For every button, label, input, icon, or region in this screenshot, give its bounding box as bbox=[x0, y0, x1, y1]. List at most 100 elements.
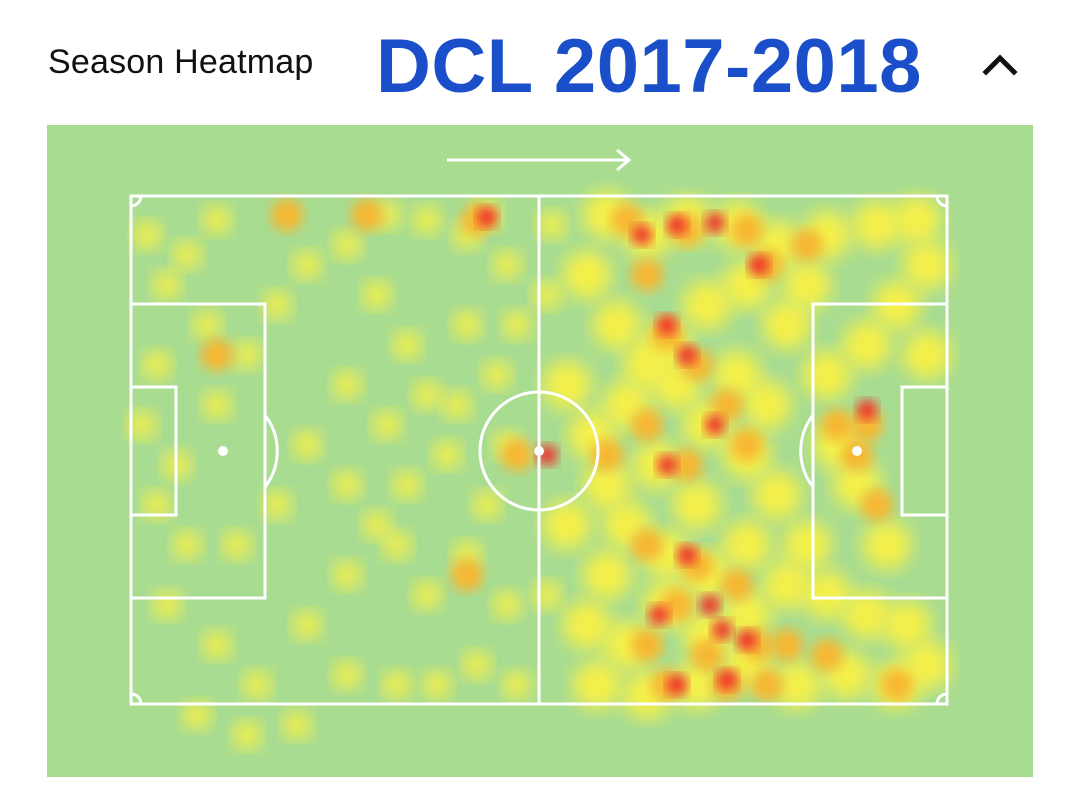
heat-spot bbox=[393, 331, 421, 359]
heat-spot bbox=[503, 671, 531, 699]
heat-spot bbox=[631, 629, 663, 661]
heat-spot bbox=[713, 351, 761, 399]
heat-spot bbox=[293, 611, 321, 639]
heat-spot bbox=[463, 651, 491, 679]
heat-spot bbox=[203, 631, 231, 659]
heat-spot bbox=[183, 701, 211, 729]
heat-spot bbox=[473, 491, 501, 519]
centre-spot bbox=[534, 446, 544, 456]
heat-spot bbox=[763, 301, 811, 349]
heat-spot bbox=[533, 581, 561, 609]
heat-spot bbox=[821, 409, 853, 441]
heat-spot bbox=[233, 341, 261, 369]
heat-spot bbox=[383, 671, 411, 699]
heat-spot bbox=[691, 639, 723, 671]
heat-spot bbox=[573, 661, 621, 709]
heat-spot bbox=[753, 471, 801, 519]
heat-spot bbox=[271, 199, 303, 231]
right-penalty-spot bbox=[852, 446, 862, 456]
heat-spot bbox=[451, 559, 483, 591]
heat-spot bbox=[811, 639, 843, 671]
heat-spot bbox=[333, 231, 361, 259]
heat-spot bbox=[863, 521, 911, 569]
heat-spot bbox=[233, 721, 261, 749]
heat-spot bbox=[749, 255, 769, 275]
heat-spot bbox=[903, 641, 951, 689]
heat-spot bbox=[351, 199, 383, 231]
heat-spot bbox=[791, 229, 823, 261]
heat-spot bbox=[721, 569, 753, 601]
heat-spot bbox=[673, 661, 721, 709]
heat-spot bbox=[667, 215, 687, 235]
heat-spot bbox=[283, 711, 311, 739]
heat-spot bbox=[503, 311, 531, 339]
heat-spot bbox=[783, 261, 831, 309]
heat-spot bbox=[173, 531, 201, 559]
heat-spot bbox=[143, 491, 171, 519]
heat-spot bbox=[683, 281, 731, 329]
heat-spot bbox=[751, 669, 783, 701]
heat-spot bbox=[423, 671, 451, 699]
heat-spot bbox=[631, 259, 663, 291]
heat-spot bbox=[333, 371, 361, 399]
heat-spot bbox=[333, 561, 361, 589]
pitch-heatmap bbox=[128, 148, 951, 749]
heat-layer bbox=[128, 191, 951, 749]
heat-spot bbox=[443, 391, 471, 419]
heat-spot bbox=[657, 455, 677, 475]
page-title: Season Heatmap bbox=[48, 43, 314, 81]
heat-spot bbox=[363, 511, 391, 539]
heat-spot bbox=[763, 561, 811, 609]
heat-spot bbox=[223, 531, 251, 559]
heat-spot bbox=[671, 449, 703, 481]
heat-spot bbox=[493, 251, 521, 279]
heat-spot bbox=[333, 471, 361, 499]
heat-spot bbox=[373, 411, 401, 439]
heat-spot bbox=[649, 605, 669, 625]
heat-spot bbox=[705, 213, 725, 233]
heat-spot bbox=[193, 311, 221, 339]
heat-spot bbox=[413, 206, 441, 234]
heat-spot bbox=[673, 481, 721, 529]
heat-spot bbox=[711, 389, 743, 421]
heat-spot bbox=[153, 271, 181, 299]
heat-spot bbox=[883, 601, 931, 649]
heat-spot bbox=[493, 591, 521, 619]
heat-spot bbox=[501, 439, 533, 471]
pitch-lines bbox=[129, 194, 949, 706]
heat-spot bbox=[737, 630, 757, 650]
heat-spot bbox=[453, 311, 481, 339]
heat-spot bbox=[661, 589, 693, 621]
heat-spot bbox=[533, 281, 561, 309]
heat-spot bbox=[657, 315, 677, 335]
heat-spot bbox=[153, 591, 181, 619]
heat-spot bbox=[712, 620, 732, 640]
heat-spot bbox=[593, 301, 641, 349]
heat-spot bbox=[243, 671, 271, 699]
heat-spot bbox=[803, 571, 851, 619]
heat-spot bbox=[677, 545, 697, 565]
heat-spot bbox=[413, 581, 441, 609]
heat-spot bbox=[783, 521, 831, 569]
chevron-up-icon[interactable] bbox=[978, 42, 1022, 86]
heat-spot bbox=[631, 409, 663, 441]
heat-spot bbox=[133, 221, 161, 249]
heat-spot bbox=[853, 201, 901, 249]
season-selector[interactable]: DCL 2017-2018 bbox=[376, 24, 922, 109]
heat-spot bbox=[893, 196, 941, 244]
heat-spot bbox=[903, 241, 951, 289]
heat-spot bbox=[731, 214, 763, 246]
heat-spot bbox=[433, 441, 461, 469]
heat-spot bbox=[293, 431, 321, 459]
heat-spot bbox=[263, 491, 291, 519]
heat-spot bbox=[543, 501, 591, 549]
heat-spot bbox=[723, 521, 771, 569]
header: Season Heatmap DCL 2017-2018 bbox=[0, 0, 1080, 125]
heatmap-panel bbox=[47, 125, 1033, 777]
left-penalty-spot bbox=[218, 446, 228, 456]
heat-spot bbox=[383, 531, 411, 559]
heat-spot bbox=[731, 429, 763, 461]
heat-spot bbox=[803, 351, 851, 399]
heat-spot bbox=[631, 529, 663, 561]
heat-spot bbox=[293, 251, 321, 279]
